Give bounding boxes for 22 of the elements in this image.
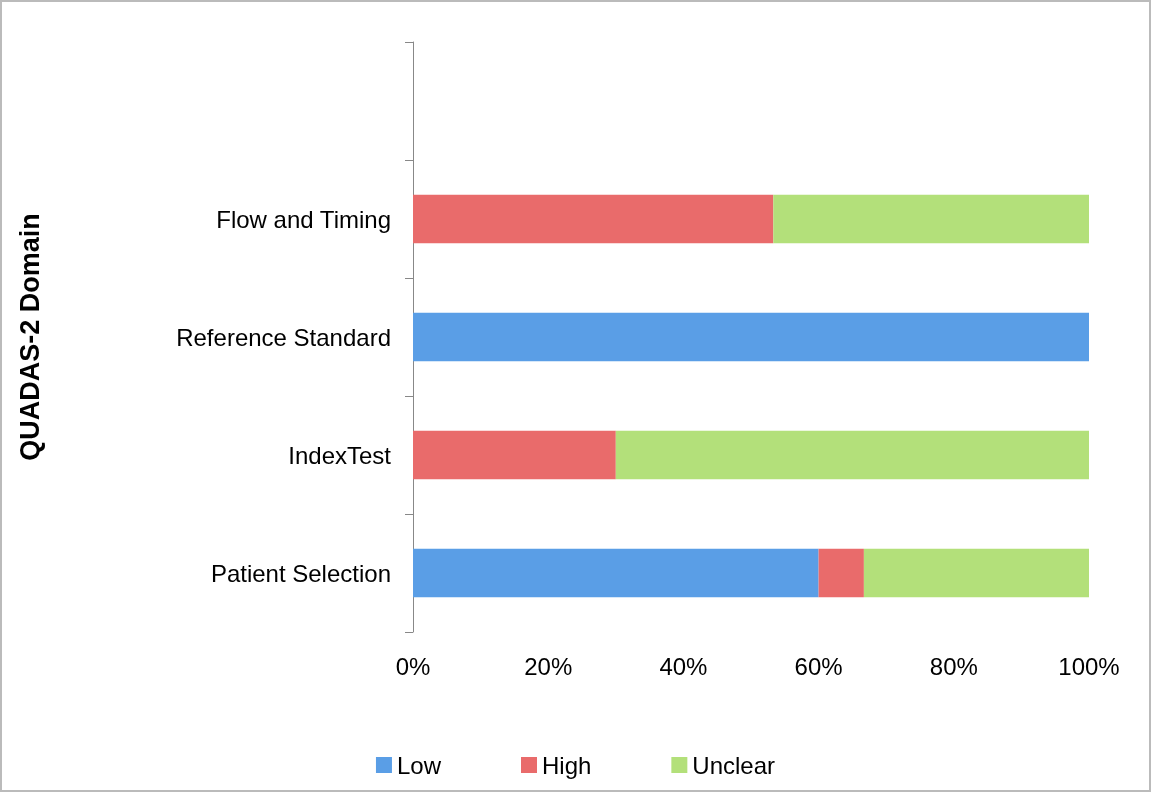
- bar: [413, 430, 616, 480]
- bar: [413, 312, 1089, 362]
- bar: [818, 548, 864, 598]
- y-tick-label: Reference Standard: [176, 323, 391, 351]
- bar: [413, 548, 819, 598]
- x-tick-label: 60%: [794, 652, 843, 680]
- x-tick-label: 20%: [524, 652, 573, 680]
- y-axis-title: QUADAS-2 Domain: [14, 213, 45, 461]
- legend-label: Low: [396, 751, 442, 779]
- y-tick-label: Patient Selection: [210, 559, 391, 587]
- x-tick-label: 0%: [395, 652, 431, 680]
- x-tick-label: 40%: [659, 652, 708, 680]
- bar: [615, 430, 1089, 480]
- legend-label: Unclear: [692, 751, 776, 779]
- y-tick-label: Flow and Timing: [216, 205, 391, 233]
- y-tick-label: IndexTest: [288, 441, 392, 469]
- x-tick-label: 100%: [1058, 652, 1120, 680]
- x-tick-label: 80%: [929, 652, 978, 680]
- bar: [413, 194, 774, 244]
- bar: [773, 194, 1089, 244]
- bar: [863, 548, 1089, 598]
- legend-label: High: [541, 751, 592, 779]
